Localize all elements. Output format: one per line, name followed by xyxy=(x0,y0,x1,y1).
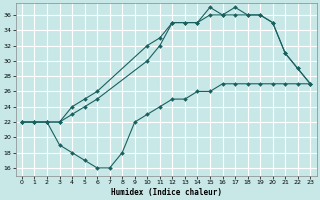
X-axis label: Humidex (Indice chaleur): Humidex (Indice chaleur) xyxy=(111,188,221,197)
